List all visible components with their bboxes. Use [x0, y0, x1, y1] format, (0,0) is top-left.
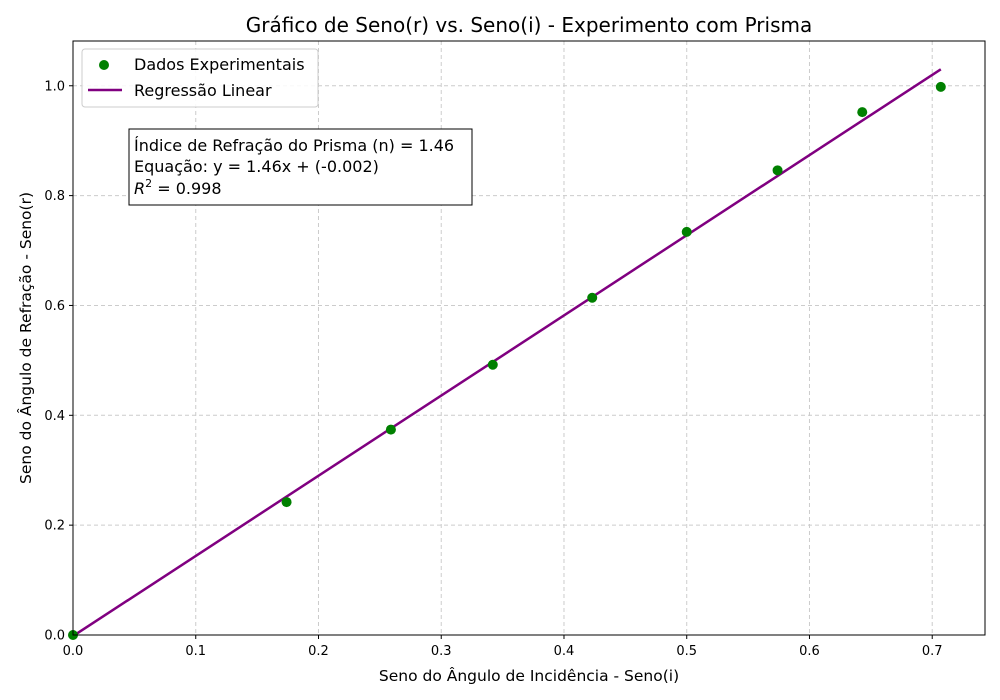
plot-frame: [72, 40, 986, 636]
r2-superscript: 2: [145, 177, 152, 190]
legend-label-scatter: Dados Experimentais: [134, 55, 305, 74]
x-tick-label: 0.5: [676, 644, 697, 659]
legend-label-line: Regressão Linear: [134, 81, 272, 100]
annotation-box: Índice de Refração do Prisma (n) = 1.46 …: [128, 128, 473, 206]
x-tick-label: 0.1: [185, 644, 206, 659]
legend: Dados Experimentais Regressão Linear: [81, 48, 319, 108]
y-tick-label: 1.0: [44, 79, 65, 94]
r2-symbol: R: [134, 179, 145, 198]
x-tick-label: 0.0: [63, 644, 84, 659]
x-tick-label: 0.7: [922, 644, 943, 659]
annotation-frame: [128, 128, 473, 206]
annotation-line-index: Índice de Refração do Prisma (n) = 1.46: [134, 136, 454, 155]
x-tick-label: 0.2: [308, 644, 329, 659]
x-axis-label: Seno do Ângulo de Incidência - Seno(i): [379, 666, 679, 685]
x-tick-label: 0.6: [799, 644, 820, 659]
r2-value: = 0.998: [152, 179, 221, 198]
y-axis-label: Seno do Ângulo de Refração - Seno(r): [16, 192, 35, 484]
y-tick-label: 0.6: [44, 299, 65, 314]
plot-area: [68, 68, 946, 640]
regression-line: [72, 68, 942, 638]
y-tick-label: 0.2: [44, 519, 65, 534]
x-tick-label: 0.3: [431, 644, 452, 659]
chart-title: Gráfico de Seno(r) vs. Seno(i) - Experim…: [246, 13, 812, 37]
data-point: [587, 292, 598, 303]
legend-box: [81, 48, 319, 108]
annotation-line-equation: Equação: y = 1.46x + (-0.002): [134, 157, 379, 176]
y-tick-label: 0.4: [44, 409, 65, 424]
axis-ticks: 0.0 0.1 0.2 0.3 0.4 0.5 0.6 0.7 0.0 0.2 0.4 0.6 0.8 1…: [44, 79, 942, 659]
y-tick-label: 0.0: [44, 629, 65, 644]
data-point: [385, 424, 396, 435]
data-point: [681, 226, 692, 237]
data-point: [935, 81, 946, 92]
data-point: [857, 107, 868, 118]
data-point: [281, 497, 292, 508]
annotation-line-r2: R2 = 0.998: [134, 177, 222, 198]
legend-marker-scatter: [99, 60, 109, 70]
x-tick-label: 0.4: [554, 644, 575, 659]
data-point: [772, 165, 783, 176]
data-point: [487, 359, 498, 370]
y-tick-label: 0.8: [44, 189, 65, 204]
